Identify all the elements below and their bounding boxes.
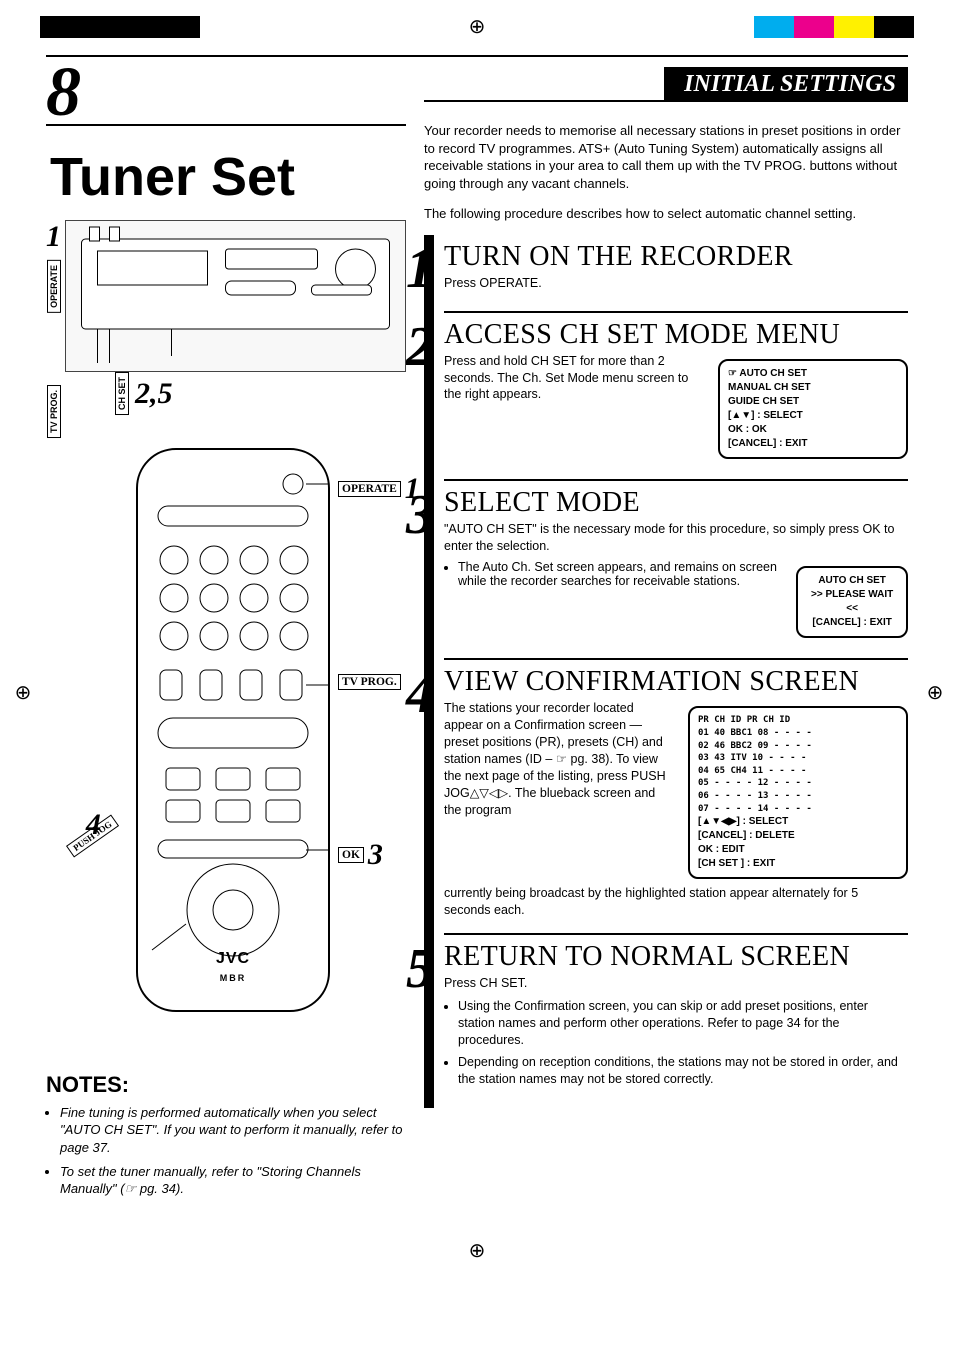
notes-heading: NOTES:: [46, 1072, 406, 1098]
registration-row: ⊕: [0, 0, 954, 47]
page-header-left: 8: [46, 61, 406, 126]
remote-ok-label: OK: [338, 847, 364, 863]
device-ref-1: 1: [46, 220, 61, 254]
step-5: 5RETURN TO NORMAL SCREENPress CH SET.Usi…: [444, 933, 908, 1108]
step-title: RETURN TO NORMAL SCREEN: [444, 941, 908, 973]
crosshair-icon-left: ⊕: [8, 680, 38, 705]
step-title: VIEW CONFIRMATION SCREEN: [444, 666, 908, 698]
remote-tvprog-label: TV PROG.: [338, 674, 401, 690]
device-ref-25: 2,5: [135, 377, 173, 411]
osd-chset-menu: ☞ AUTO CH SET MANUAL CH SET GUIDE CH SET…: [718, 359, 908, 459]
remote-diagram: JVC MBR: [136, 448, 330, 1012]
vcr-diagram: [65, 220, 406, 372]
note-item: Fine tuning is performed automatically w…: [60, 1104, 406, 1157]
step-body: VIEW CONFIRMATION SCREENThe stations you…: [444, 666, 908, 919]
step-title: ACCESS CH SET MODE MENU: [444, 319, 908, 351]
tvprog-label: TV PROG.: [47, 385, 61, 438]
notes-list: Fine tuning is performed automatically w…: [46, 1104, 406, 1198]
step-4: 4VIEW CONFIRMATION SCREENThe stations yo…: [444, 658, 908, 933]
main-title: Tuner Set: [50, 146, 406, 208]
crosshair-icon: ⊕: [462, 14, 492, 39]
crosshair-icon-bottom: ⊕: [462, 1238, 492, 1263]
remote-ref-1: 1: [405, 472, 420, 506]
chset-label: CH SET: [115, 372, 129, 415]
step-body: TURN ON THE RECORDERPress OPERATE.: [444, 241, 908, 297]
operate-label: OPERATE: [47, 260, 61, 313]
step-3: 3SELECT MODE"AUTO CH SET" is the necessa…: [444, 479, 908, 659]
page-content: 8 Tuner Set 1 OPERATE TV PROG.: [46, 55, 908, 1204]
reg-blocks-right: [754, 16, 914, 38]
intro-2: The following procedure describes how to…: [424, 205, 908, 223]
intro-1: Your recorder needs to memorise all nece…: [424, 122, 908, 192]
reg-blocks-left: [40, 16, 200, 38]
step-2: 2ACCESS CH SET MODE MENUPress and hold C…: [444, 311, 908, 479]
section-banner: INITIAL SETTINGS: [664, 67, 908, 102]
remote-diagram-wrap: JVC MBR OPERATE 1 TV PROG. OK 3 4 PUSH J…: [46, 448, 406, 1048]
steps-container: 1TURN ON THE RECORDERPress OPERATE.2ACCE…: [424, 235, 908, 1109]
page-number: 8: [46, 61, 81, 124]
note-item: To set the tuner manually, refer to "Sto…: [60, 1163, 406, 1198]
step-title: SELECT MODE: [444, 487, 908, 519]
step-1: 1TURN ON THE RECORDERPress OPERATE.: [444, 235, 908, 311]
remote-ref-3: 3: [368, 838, 383, 872]
step-body: ACCESS CH SET MODE MENUPress and hold CH…: [444, 319, 908, 465]
step-body: SELECT MODE"AUTO CH SET" is the necessar…: [444, 487, 908, 645]
osd-confirmation: PR CH ID PR CH ID01 40 BBC1 08 - - - -02…: [688, 706, 908, 879]
remote-operate-label: OPERATE: [338, 481, 401, 497]
step-title: TURN ON THE RECORDER: [444, 241, 908, 273]
step-body: RETURN TO NORMAL SCREENPress CH SET.Usin…: [444, 941, 908, 1094]
crosshair-icon-right: ⊕: [920, 680, 950, 705]
osd-auto-chset: AUTO CH SET>> PLEASE WAIT <<[CANCEL] : E…: [796, 566, 908, 638]
remote-brand: JVC MBR: [138, 950, 328, 986]
